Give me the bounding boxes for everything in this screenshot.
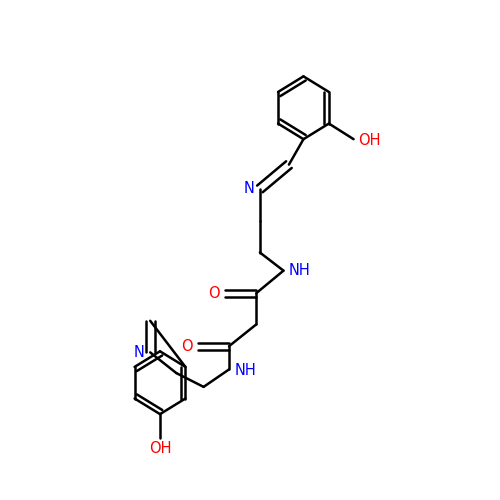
Text: N: N bbox=[134, 345, 144, 360]
Text: N: N bbox=[244, 182, 254, 196]
Text: O: O bbox=[181, 338, 192, 353]
Text: NH: NH bbox=[234, 363, 256, 378]
Text: OH: OH bbox=[358, 133, 380, 148]
Text: NH: NH bbox=[289, 263, 310, 278]
Text: OH: OH bbox=[149, 440, 171, 456]
Text: O: O bbox=[208, 286, 220, 300]
